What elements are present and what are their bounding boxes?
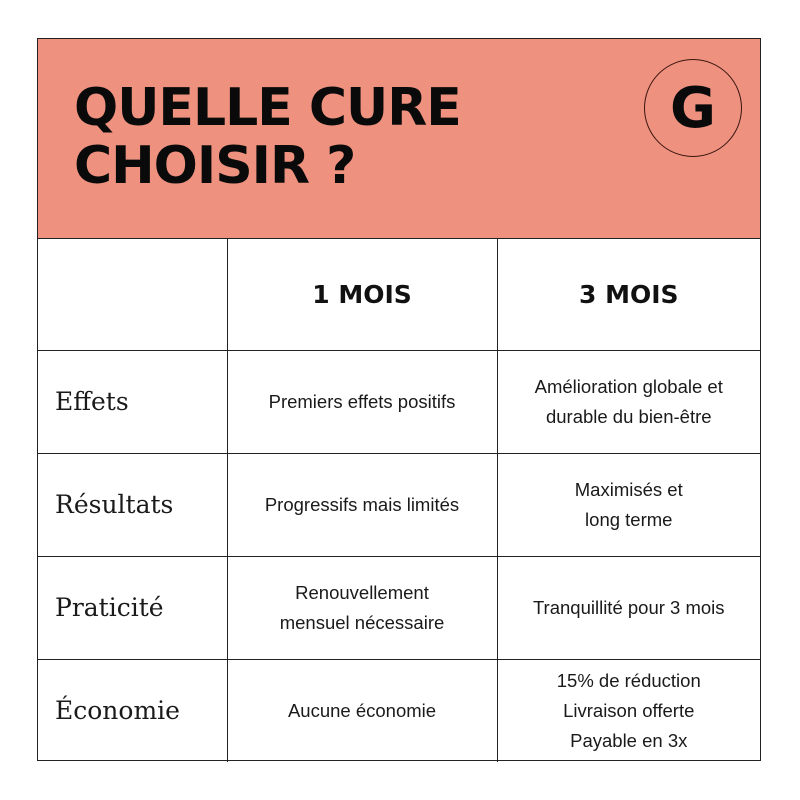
cell-text: mensuel nécessaire xyxy=(279,612,445,633)
table-row: Économie Aucune économie 15% de réductio… xyxy=(38,659,760,762)
cell-1-month: Progressifs mais limités xyxy=(226,453,498,557)
cell-text: Progressifs mais limités xyxy=(264,494,460,515)
cell-1-month: Aucune économie xyxy=(226,659,498,762)
column-header-1-month: 1 MOIS xyxy=(226,238,498,351)
title-line-2: CHOISIR ? xyxy=(74,136,356,196)
cell-text: 15% de réduction xyxy=(556,670,701,691)
cell-3-months: Maximisés et long terme xyxy=(496,453,760,557)
row-label: Économie xyxy=(38,659,228,762)
cell-1-month: Renouvellement mensuel nécessaire xyxy=(226,556,498,660)
table-row: Résultats Progressifs mais limités Maxim… xyxy=(38,453,760,557)
brand-logo: G xyxy=(644,59,742,157)
header-banner: QUELLE CURE CHOISIR ? G xyxy=(38,39,760,239)
cell-3-months: Amélioration globale et durable du bien-ê… xyxy=(496,350,760,454)
cell-3-months: Tranquillité pour 3 mois xyxy=(496,556,760,660)
cell-text: durable du bien-être xyxy=(545,406,712,427)
table-row: Effets Premiers effets positifs Améliora… xyxy=(38,350,760,454)
table-header-row: 1 MOIS 3 MOIS xyxy=(38,238,760,351)
column-header-3-months: 3 MOIS xyxy=(496,238,760,351)
comparison-card: QUELLE CURE CHOISIR ? G 1 MOIS 3 MOIS Ef… xyxy=(37,38,761,762)
cell-text: Tranquillité pour 3 mois xyxy=(532,597,725,618)
cell-1-month: Premiers effets positifs xyxy=(226,350,498,454)
title-line-1: QUELLE CURE xyxy=(74,78,462,138)
logo-letter: G xyxy=(670,75,716,141)
comparison-table: 1 MOIS 3 MOIS Effets Premiers effets pos… xyxy=(38,238,760,762)
table-row: Praticité Renouvellement mensuel nécessai… xyxy=(38,556,760,660)
cell-text: Payable en 3x xyxy=(570,730,688,751)
cell-text: Renouvellement xyxy=(295,582,429,603)
column-header-empty xyxy=(38,238,228,351)
row-label: Effets xyxy=(38,350,228,454)
cell-text: long terme xyxy=(585,509,673,530)
cell-3-months: 15% de réduction Livraison offerte Payable… xyxy=(496,659,760,762)
cell-text: Premiers effets positifs xyxy=(268,391,456,412)
cell-text: Maximisés et xyxy=(574,479,683,500)
cell-text: Aucune économie xyxy=(287,700,437,721)
cell-text: Amélioration globale et xyxy=(534,376,723,397)
cell-text: Livraison offerte xyxy=(563,700,695,721)
row-label: Praticité xyxy=(38,556,228,660)
row-label: Résultats xyxy=(38,453,228,557)
page-title: QUELLE CURE CHOISIR ? xyxy=(74,78,462,196)
